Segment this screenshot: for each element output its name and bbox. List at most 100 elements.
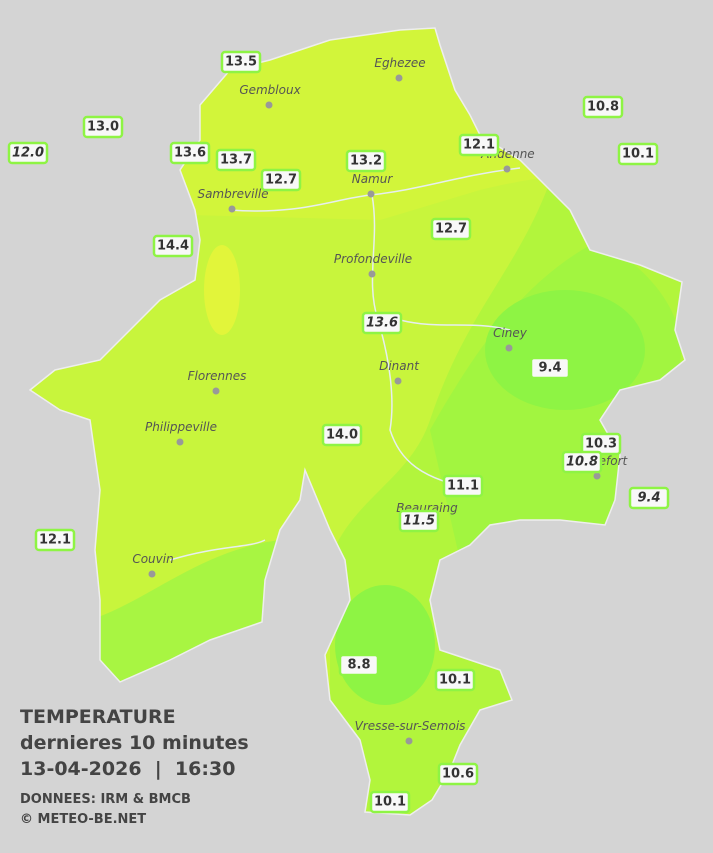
city-dot — [367, 190, 375, 198]
station-box — [82, 115, 124, 139]
city-dot — [505, 344, 513, 352]
station-box — [617, 142, 659, 166]
station-value: 13.6 — [366, 316, 398, 331]
station-box — [361, 311, 403, 335]
city-dot — [176, 438, 184, 446]
city-dot — [368, 270, 376, 278]
city-dot — [212, 387, 220, 395]
station: 12.7 — [260, 168, 302, 192]
station-value: 11.1 — [447, 479, 479, 494]
station: 13.6 — [361, 311, 403, 335]
station-box — [398, 509, 440, 533]
station-box — [369, 790, 411, 814]
caption-datetime: 13-04-2026 | 16:30 — [20, 758, 235, 780]
station-value: 12.7 — [265, 173, 297, 188]
city-dot — [228, 205, 236, 213]
station-value: 10.8 — [587, 100, 619, 115]
station: 10.8 — [582, 95, 624, 119]
city-label: Eghezee — [374, 56, 425, 70]
city-dot — [395, 74, 403, 82]
station-box — [561, 450, 603, 474]
station-value: 9.4 — [538, 361, 561, 376]
city-dot — [593, 472, 601, 480]
station: 13.0 — [82, 115, 124, 139]
station-box — [458, 133, 500, 157]
city-dot — [405, 737, 413, 745]
station: 13.7 — [215, 148, 257, 172]
station-value: 10.8 — [566, 455, 598, 470]
station: 14.4 — [152, 234, 194, 258]
station-box — [260, 168, 302, 192]
station-value: 10.1 — [622, 147, 654, 162]
station-value: 10.3 — [585, 437, 617, 452]
city-label: Couvin — [132, 552, 173, 566]
city-label: Gembloux — [239, 83, 301, 97]
city-label: Profondeville — [334, 252, 412, 266]
station: 11.5 — [398, 509, 440, 533]
city-dot — [265, 101, 273, 109]
station-box — [321, 423, 363, 447]
station: 11.1 — [442, 474, 484, 498]
station: 12.0 — [7, 141, 49, 165]
station-value: 13.0 — [87, 120, 119, 135]
station: 10.1 — [617, 142, 659, 166]
station: 10.8 — [561, 450, 603, 474]
station-value: 11.5 — [403, 514, 435, 529]
station-box — [220, 50, 262, 74]
station-value: 8.8 — [347, 658, 370, 673]
station-box — [582, 95, 624, 119]
station: 13.6 — [169, 141, 211, 165]
station-box — [434, 668, 476, 692]
station: 13.2 — [345, 149, 387, 173]
city-label: Dinant — [379, 359, 420, 373]
city-label: Florennes — [188, 369, 247, 383]
station-value: 10.1 — [439, 673, 471, 688]
station: 8.8 — [338, 653, 380, 677]
city-label: Ciney — [493, 326, 528, 340]
station-box — [628, 486, 670, 510]
station: 12.1 — [458, 133, 500, 157]
station-value: 14.4 — [157, 239, 189, 254]
station: 10.3 — [580, 432, 622, 456]
station-box — [529, 356, 571, 380]
city-label: Philippeville — [145, 420, 217, 434]
station: 12.7 — [430, 217, 472, 241]
station-value: 12.1 — [463, 138, 495, 153]
station-value: 13.2 — [350, 154, 382, 169]
station-box — [215, 148, 257, 172]
station-value: 12.7 — [435, 222, 467, 237]
station-box — [34, 528, 76, 552]
station: 10.6 — [437, 762, 479, 786]
station-box — [7, 141, 49, 165]
city-label: Namur — [352, 172, 394, 186]
station-value: 13.7 — [220, 153, 252, 168]
station-value: 12.0 — [12, 146, 44, 161]
caption-source: DONNEES: IRM & BMCB — [20, 792, 191, 807]
city-label: Sambreville — [197, 187, 268, 201]
station-box — [152, 234, 194, 258]
caption-subtitle: dernieres 10 minutes — [20, 732, 249, 754]
station: 13.5 — [220, 50, 262, 74]
station-value: 10.1 — [374, 795, 406, 810]
station: 10.1 — [369, 790, 411, 814]
city-dot — [148, 570, 156, 578]
station-box — [345, 149, 387, 173]
station-box — [442, 474, 484, 498]
station-value: 12.1 — [39, 533, 71, 548]
station-box — [338, 653, 380, 677]
station-value: 13.5 — [225, 55, 257, 70]
caption-title: TEMPERATURE — [20, 706, 176, 728]
station: 14.0 — [321, 423, 363, 447]
station-box — [437, 762, 479, 786]
station: 10.1 — [434, 668, 476, 692]
station-box — [430, 217, 472, 241]
caption-credit: © METEO-BE.NET — [20, 812, 146, 827]
station-value: 13.6 — [174, 146, 206, 161]
station: 9.4 — [628, 486, 670, 510]
station-value: 10.6 — [442, 767, 474, 782]
station-box — [169, 141, 211, 165]
city-dot — [503, 165, 511, 173]
city-dot — [394, 377, 402, 385]
station-value: 14.0 — [326, 428, 358, 443]
